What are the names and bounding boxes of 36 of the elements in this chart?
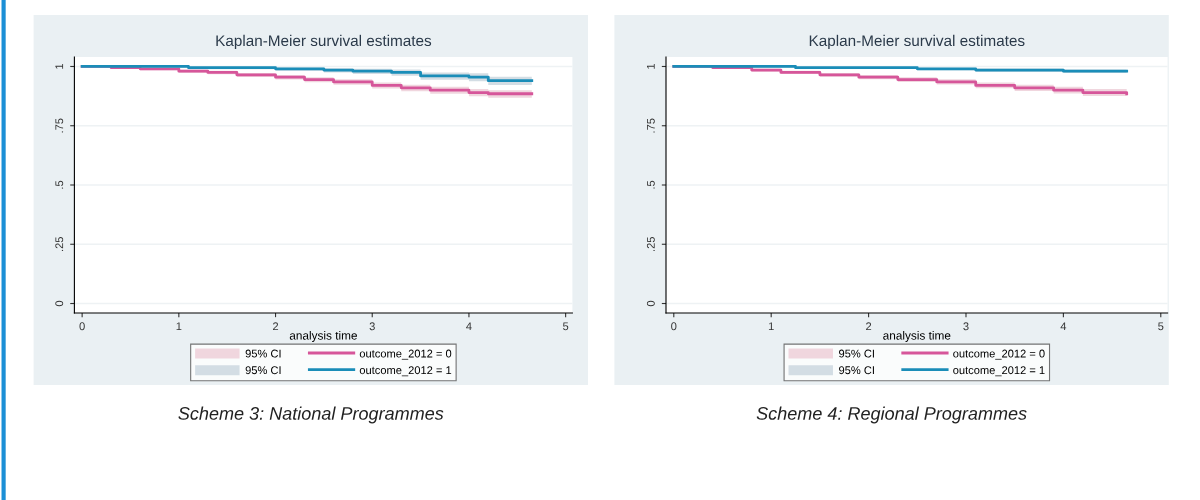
x-tick-label: 4 [1060,322,1067,331]
y-tick-label: 0 [646,300,655,307]
y-tick-label: 1 [55,63,64,69]
y-tick-label: .75 [55,118,64,133]
x-tick-label: 1 [768,322,774,331]
x-tick-label: 3 [963,322,969,331]
legend-label: 95% CI [245,366,281,375]
legend-label: outcome_2012 = 1 [953,366,1045,377]
x-tick-label: 0 [79,322,85,331]
text: Scheme 4: Regional Programmes [756,406,1027,424]
chart-title: Kaplan-Meier survival estimates [216,34,432,50]
y-tick-label: .5 [55,180,64,189]
x-tick-label: 2 [273,322,279,331]
x-tick-label: 3 [369,322,375,331]
legend-label: outcome_2012 = 0 [953,349,1045,360]
y-tick-label: 0 [55,300,64,307]
text: Scheme 3: National Programmes [178,406,444,424]
y-tick-label: .5 [647,180,655,189]
legend-label: 95% CI [839,349,874,358]
legend-label: outcome_2012 = 1 [359,366,452,377]
legend-label: 95% CI [839,366,874,375]
legend-label: 95% CI [245,349,281,358]
x-tick-label: 5 [562,322,569,331]
y-tick-label: 1 [647,63,655,69]
y-tick-label: .25 [646,237,655,251]
x-tick-label: 4 [466,322,472,331]
x-tick-label: 0 [671,322,677,331]
chart-title: Kaplan-Meier survival estimates [809,34,1025,50]
x-axis-title: analysis time [883,331,951,342]
x-tick-label: 2 [866,322,872,331]
legend-label: outcome_2012 = 0 [359,349,452,360]
x-tick-label: 1 [176,322,182,331]
y-tick-label: .25 [55,237,64,251]
x-tick-label: 5 [1158,322,1164,331]
x-axis-title: analysis time [289,331,357,342]
y-tick-label: .75 [647,118,655,133]
